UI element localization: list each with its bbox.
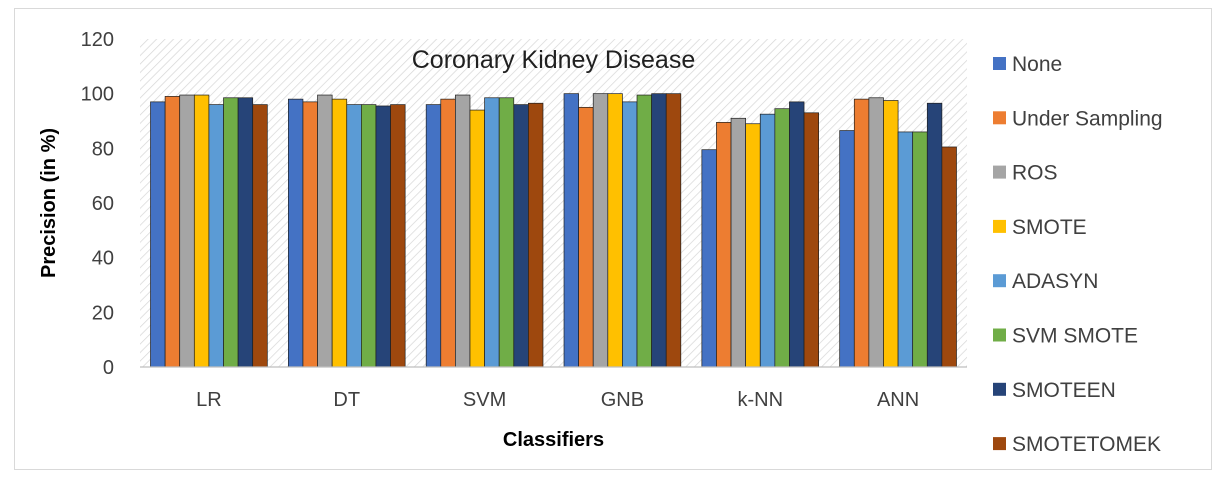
legend-swatch-svm-smote xyxy=(993,328,1006,342)
bar-ann-none xyxy=(839,130,855,368)
bar-svm-under-sampling xyxy=(440,98,456,368)
bar-dt-adasyn xyxy=(346,104,362,368)
legend-label-under-sampling: Under Sampling xyxy=(1012,107,1163,130)
legend-swatch-adasyn xyxy=(993,274,1006,288)
x-tick-label: DT xyxy=(333,389,360,411)
legend-label-svm-smote: SVM SMOTE xyxy=(1012,325,1138,348)
x-tick-label: SVM xyxy=(463,389,506,411)
legend-swatch-smoteen xyxy=(993,382,1006,396)
y-tick-label: 40 xyxy=(92,248,114,270)
bar-svm-smotetomek xyxy=(528,102,544,368)
bar-k-nn-adasyn xyxy=(759,113,776,368)
bar-dt-ros xyxy=(317,94,333,368)
x-axis: LR DT SVM GNB k-NN ANN xyxy=(196,389,919,411)
x-axis-title: Classifiers xyxy=(503,429,604,451)
legend-label-adasyn: ADASYN xyxy=(1012,270,1098,293)
legend-swatch-none xyxy=(993,57,1006,70)
bar-lr-ros xyxy=(179,94,195,368)
legend: None Under Sampling ROS SMOTE ADASYN SVM SMOT… xyxy=(993,53,1163,456)
bar-ann-smotetomek xyxy=(941,146,957,368)
bar-gnb-adasyn xyxy=(622,101,638,368)
bar-k-nn-smote xyxy=(745,123,761,368)
bar-k-nn-smoteen xyxy=(789,101,805,368)
bar-svm-none xyxy=(425,104,442,368)
plot-area xyxy=(140,39,967,367)
bar-dt-smoteen xyxy=(375,105,391,368)
bar-k-nn-svm-smote xyxy=(774,108,790,368)
bar-svm-smoteen xyxy=(513,104,529,368)
bar-svm-smote xyxy=(469,109,485,368)
y-tick-label: 20 xyxy=(92,302,114,324)
legend-label-smotetomek: SMOTETOMEK xyxy=(1012,433,1161,456)
x-tick-label: LR xyxy=(196,389,222,411)
bar-ann-smoteen xyxy=(926,102,943,368)
bar-k-nn-none xyxy=(701,149,717,368)
bar-gnb-smote xyxy=(607,93,623,368)
bar-lr-svm-smote xyxy=(223,97,239,368)
x-tick-label: k-NN xyxy=(737,389,783,411)
x-tick-label: GNB xyxy=(601,389,644,411)
y-tick-label: 60 xyxy=(92,193,114,215)
y-axis: 0 20 40 60 80 100 120 xyxy=(81,29,114,379)
bar-gnb-ros xyxy=(592,93,609,368)
bar-lr-smotetomek xyxy=(252,104,268,368)
legend-label-none: None xyxy=(1012,53,1062,76)
bar-lr-none xyxy=(150,101,166,368)
bar-dt-under-sampling xyxy=(302,101,318,368)
x-tick-label: ANN xyxy=(877,389,919,411)
bar-gnb-svm-smote xyxy=(636,94,652,368)
bar-dt-none xyxy=(288,98,304,368)
bar-ann-ros xyxy=(868,97,884,368)
legend-label-smoteen: SMOTEEN xyxy=(1012,379,1116,402)
bar-svm-ros xyxy=(455,94,471,368)
bar-svm-svm-smote xyxy=(498,97,515,368)
chart-title: Coronary Kidney Disease xyxy=(412,46,695,74)
y-axis-title: Precision (in %) xyxy=(38,128,60,278)
bar-svm-adasyn xyxy=(484,97,500,368)
bar-gnb-smotetomek xyxy=(665,93,682,368)
y-tick-label: 120 xyxy=(81,29,114,51)
bar-dt-smotetomek xyxy=(390,104,406,368)
y-tick-label: 100 xyxy=(81,84,114,106)
bar-dt-svm-smote xyxy=(361,104,377,368)
bar-k-nn-smotetomek xyxy=(803,112,819,368)
y-tick-label: 80 xyxy=(92,138,114,160)
bar-lr-smoteen xyxy=(237,97,254,368)
bar-dt-smote xyxy=(331,98,348,368)
legend-label-ros: ROS xyxy=(1012,162,1058,185)
bar-lr-adasyn xyxy=(208,104,224,368)
bar-lr-under-sampling xyxy=(164,96,181,368)
y-tick-label: 0 xyxy=(103,357,114,379)
legend-swatch-smote xyxy=(993,219,1006,233)
legend-swatch-ros xyxy=(993,165,1006,179)
bar-k-nn-ros xyxy=(730,117,746,368)
bars xyxy=(150,93,957,368)
legend-swatch-under-sampling xyxy=(993,111,1006,125)
bar-ann-smote xyxy=(883,100,899,368)
bar-ann-svm-smote xyxy=(912,131,928,368)
bar-gnb-smoteen xyxy=(651,93,667,368)
bar-gnb-under-sampling xyxy=(578,106,594,368)
legend-swatch-smotetomek xyxy=(993,437,1006,451)
bar-lr-smote xyxy=(193,94,210,368)
legend-label-smote: SMOTE xyxy=(1012,216,1087,239)
bar-k-nn-under-sampling xyxy=(716,122,732,368)
bar-ann-adasyn xyxy=(897,131,914,368)
bar-gnb-none xyxy=(563,93,579,368)
bar-ann-under-sampling xyxy=(853,98,870,368)
